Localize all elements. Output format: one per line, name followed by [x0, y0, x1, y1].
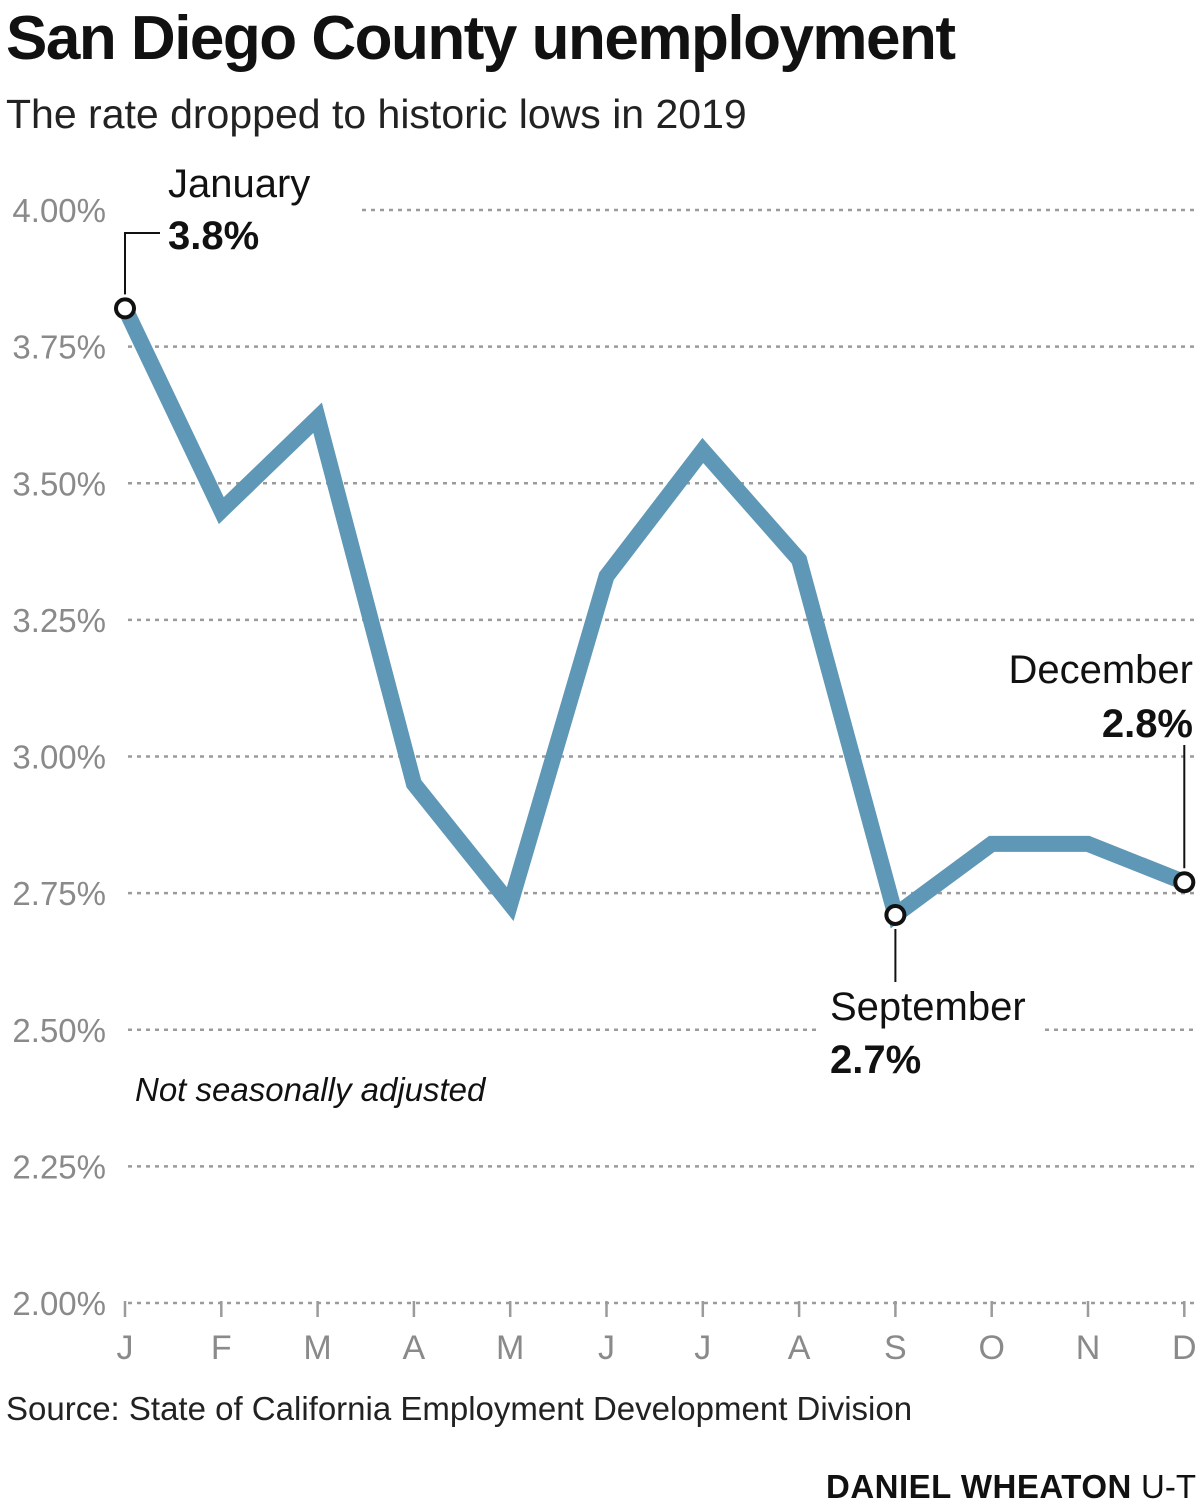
y-tick-label: 2.75%	[12, 875, 106, 912]
y-axis-tick-labels: 2.00% 2.25% 2.50% 2.75% 3.00% 3.25% 3.50% 3.75%…	[12, 192, 106, 1322]
y-tick-label: 2.50%	[12, 1012, 106, 1049]
chart-title: San Diego County unemployment	[6, 4, 956, 73]
x-tick-label: J	[598, 1329, 615, 1367]
annotation-value: 3.8%	[168, 214, 259, 258]
y-tick-label: 3.00%	[12, 739, 106, 776]
x-tick-label: J	[117, 1329, 134, 1367]
annotation-value: 2.8%	[1102, 702, 1193, 746]
leader-line	[124, 232, 160, 295]
annotation-label: December	[1008, 648, 1193, 692]
note-not-seasonally-adjusted: Not seasonally adjusted	[135, 1071, 487, 1108]
unemployment-rate-line	[117, 304, 1188, 929]
chart-subtitle: The rate dropped to historic lows in 201…	[6, 91, 747, 137]
x-tick-label: J	[694, 1329, 711, 1367]
gridlines	[128, 208, 1195, 1305]
annotations: January 3.8% September 2.7% December 2.8%	[114, 162, 1196, 1082]
y-tick-label: 3.50%	[12, 465, 106, 502]
credit-org: U-T	[1141, 1468, 1196, 1505]
x-tick-label: S	[884, 1329, 907, 1367]
x-tick-label: M	[496, 1329, 524, 1367]
x-tick-label: M	[303, 1329, 331, 1367]
x-tick-label: O	[978, 1329, 1004, 1367]
source-note: Source: State of California Employment D…	[6, 1390, 913, 1427]
line-chart: 2.00% 2.25% 2.50% 2.75% 3.00% 3.25% 3.50% 3.75%…	[12, 162, 1197, 1367]
x-tick-label: A	[788, 1329, 811, 1367]
y-tick-label: 3.75%	[12, 329, 106, 366]
x-tick-label: F	[211, 1329, 232, 1367]
annotation-value: 2.7%	[830, 1038, 921, 1082]
y-tick-label: 3.25%	[12, 602, 106, 639]
annotation-point-marker	[1173, 871, 1196, 894]
annotation-point-marker	[884, 903, 907, 926]
y-tick-label: 4.00%	[12, 192, 106, 229]
annotation-label: January	[168, 162, 310, 206]
credit-name: DANIEL WHEATON	[826, 1468, 1132, 1505]
annotation-point-marker	[114, 297, 136, 320]
x-tick-label: N	[1076, 1329, 1101, 1367]
y-tick-label: 2.00%	[12, 1285, 106, 1322]
y-tick-label: 2.25%	[12, 1148, 106, 1185]
x-tick-label: A	[403, 1329, 426, 1367]
annotation-label: September	[830, 985, 1026, 1029]
x-tick-label: D	[1172, 1329, 1197, 1367]
series-line	[117, 304, 1188, 929]
credit: DANIEL WHEATON U-T	[826, 1470, 1196, 1503]
